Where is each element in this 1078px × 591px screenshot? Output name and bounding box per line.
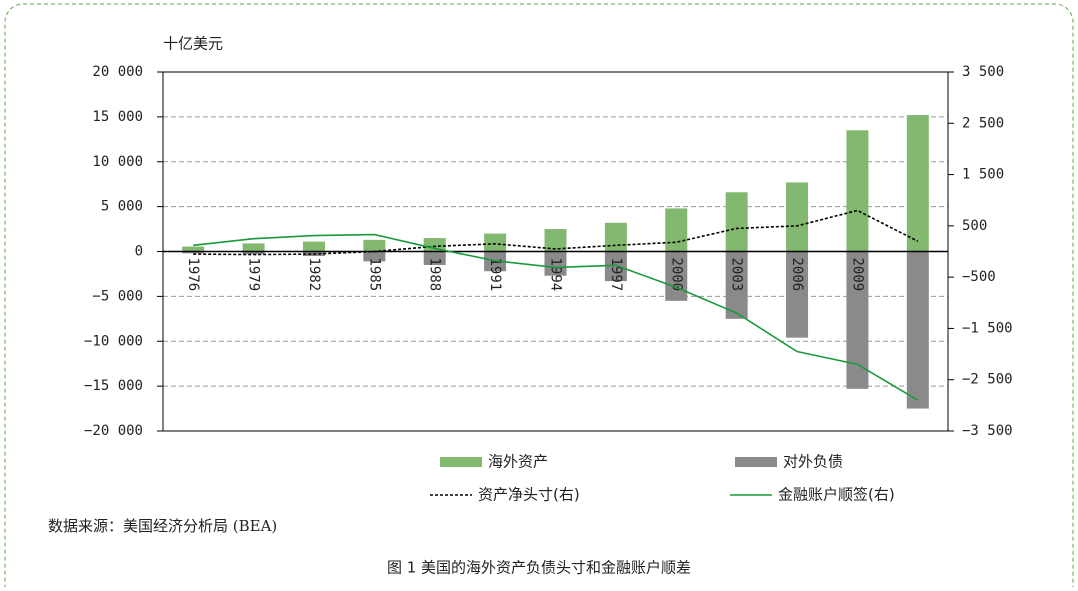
y-tick-label: −20 000 — [84, 423, 143, 439]
bar — [484, 233, 507, 252]
bar — [242, 251, 265, 255]
x-tick-label: 1985 — [366, 258, 382, 292]
line — [193, 233, 919, 401]
bar — [544, 251, 567, 276]
x-tick-label: 2009 — [849, 258, 865, 292]
caption: 图 1 美国的海外资产负债头寸和金融账户顺差 — [387, 559, 691, 577]
y-axis-label: 十亿美元 — [163, 35, 223, 53]
y2-tick-label: −500 — [962, 269, 996, 285]
x-tick-label: 2006 — [789, 258, 805, 292]
y2-tick-label: −2 500 — [962, 372, 1013, 388]
bar — [846, 251, 869, 389]
bar — [786, 182, 809, 252]
bar — [786, 251, 809, 338]
legend-swatch — [735, 457, 777, 467]
y2-tick-label: 1 500 — [962, 167, 1004, 183]
bar — [665, 208, 688, 252]
legend-label: 海外资产 — [488, 453, 548, 471]
y-tick-label: 15 000 — [92, 109, 143, 125]
bar — [302, 241, 325, 252]
bar — [906, 115, 929, 252]
legend-label: 对外负债 — [783, 453, 843, 471]
bar — [363, 251, 386, 262]
bar — [665, 251, 688, 301]
bar — [182, 246, 205, 252]
frame — [4, 3, 1074, 591]
x-tick-label: 1979 — [246, 258, 262, 292]
legend-swatch — [440, 457, 482, 467]
y2-tick-label: −1 500 — [962, 320, 1013, 336]
x-tick-label: 1997 — [608, 258, 624, 292]
y-tick-label: 20 000 — [92, 64, 143, 80]
line — [193, 209, 919, 256]
bar — [423, 238, 446, 252]
bar — [906, 251, 929, 409]
bar — [604, 251, 627, 282]
x-tick-label: 1991 — [487, 258, 503, 292]
y2-tick-label: 500 — [962, 218, 987, 234]
y-tick-label: −10 000 — [84, 333, 143, 349]
legend-label: 金融账户顺签(右) — [778, 486, 895, 504]
bar — [423, 251, 446, 265]
x-tick-label: 1982 — [306, 258, 322, 292]
bar — [604, 222, 627, 252]
y2-tick-label: −3 500 — [962, 423, 1013, 439]
y2-tick-label: 3 500 — [962, 64, 1004, 80]
y-tick-label: 5 000 — [101, 199, 143, 215]
y-tick-label: −15 000 — [84, 378, 143, 394]
bar — [182, 251, 205, 254]
bar — [363, 239, 386, 252]
x-tick-label: 2003 — [729, 258, 745, 292]
y2-tick-label: 2 500 — [962, 115, 1004, 131]
x-tick-label: 1988 — [427, 258, 443, 292]
bar — [846, 130, 869, 252]
y-tick-label: 10 000 — [92, 154, 143, 170]
bar — [242, 243, 265, 252]
y-tick-label: −5 000 — [92, 288, 143, 304]
x-tick-label: 2000 — [668, 258, 684, 292]
x-tick-label: 1994 — [548, 258, 564, 292]
bar — [544, 229, 567, 252]
x-tick-label: 1976 — [185, 258, 201, 292]
y-tick-label: 0 — [135, 244, 143, 260]
legend-label: 资产净头寸(右) — [478, 486, 580, 504]
bar — [725, 251, 748, 319]
bar — [725, 192, 748, 252]
source: 数据来源：美国经济分析局 (BEA) — [48, 517, 277, 535]
